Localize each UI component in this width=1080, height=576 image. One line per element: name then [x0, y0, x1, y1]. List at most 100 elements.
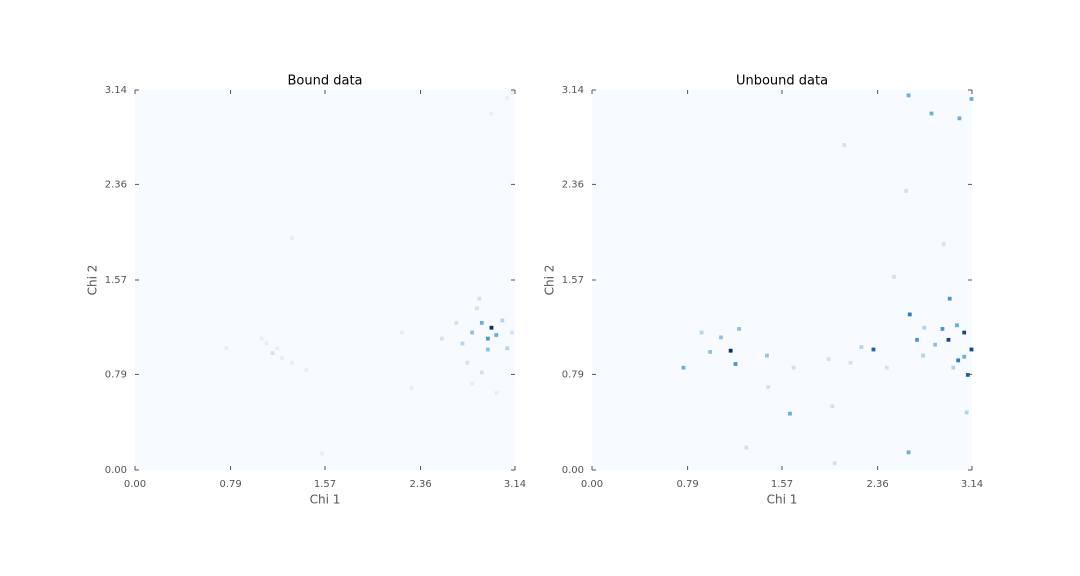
- cell: [304, 368, 309, 372]
- x-tick-label: 2.36: [409, 479, 431, 490]
- cell: [791, 365, 796, 370]
- cell: [940, 327, 945, 331]
- x-tick-label: 1.57: [771, 479, 793, 490]
- cell: [494, 333, 499, 337]
- cell: [280, 356, 285, 360]
- cell: [969, 347, 974, 352]
- cell: [765, 353, 769, 358]
- cell: [510, 91, 514, 95]
- cell: [933, 342, 938, 347]
- cell: [955, 323, 959, 328]
- cell: [957, 116, 962, 121]
- cell: [500, 318, 505, 323]
- x-tick-label: 0.79: [219, 479, 241, 490]
- cell: [681, 365, 686, 370]
- cell: [275, 346, 280, 351]
- cell: [826, 357, 831, 362]
- cell: [289, 236, 294, 241]
- cell: [699, 330, 704, 335]
- cell: [965, 373, 970, 377]
- cell: [744, 445, 749, 450]
- cell: [485, 347, 490, 352]
- plot-background: [135, 90, 515, 470]
- x-tick-label: 2.36: [866, 479, 888, 490]
- y-tick-label: 0.79: [105, 369, 127, 380]
- cell: [460, 341, 465, 346]
- cell: [470, 381, 475, 386]
- cell: [871, 347, 876, 352]
- cell: [475, 306, 479, 311]
- cell: [270, 351, 275, 356]
- cell: [439, 336, 444, 341]
- x-axis-label: Chi 1: [767, 493, 798, 507]
- x-tick-label: 1.57: [314, 479, 336, 490]
- cell: [479, 370, 484, 375]
- cell: [485, 336, 490, 341]
- y-tick-label: 2.36: [105, 179, 127, 190]
- cell: [733, 362, 738, 366]
- cell: [788, 411, 792, 416]
- cell: [962, 330, 967, 335]
- cell: [259, 336, 264, 341]
- cell: [400, 330, 404, 335]
- chart-title: Unbound data: [736, 74, 828, 89]
- cell: [848, 360, 853, 365]
- cell: [489, 325, 494, 330]
- x-axis-label: Chi 1: [310, 493, 341, 507]
- cell: [906, 450, 911, 455]
- cell: [728, 348, 733, 353]
- cell: [969, 97, 974, 101]
- y-tick-label: 2.36: [562, 179, 584, 190]
- cell: [465, 360, 470, 365]
- x-tick-label: 0.00: [124, 479, 146, 490]
- cell: [494, 391, 499, 395]
- cell: [929, 111, 934, 116]
- cell: [454, 320, 459, 325]
- cell: [479, 320, 484, 325]
- cell: [842, 143, 847, 147]
- cell: [962, 354, 967, 359]
- cell: [907, 312, 912, 317]
- y-tick-label: 1.57: [105, 275, 127, 286]
- plot-background: [592, 90, 972, 470]
- cell: [708, 350, 712, 354]
- y-tick-label: 3.14: [105, 85, 127, 96]
- cell: [915, 337, 919, 342]
- cell: [505, 346, 510, 351]
- cell: [489, 111, 494, 116]
- chart-title: Bound data: [287, 74, 362, 89]
- cell: [719, 335, 723, 340]
- cell: [956, 358, 961, 363]
- x-tick-label: 0.79: [676, 479, 698, 490]
- cell: [859, 345, 864, 349]
- x-tick-label: 0.00: [581, 479, 603, 490]
- y-axis-label: Chi 2: [543, 265, 557, 296]
- cell: [505, 95, 510, 100]
- cell: [964, 410, 969, 415]
- cell: [264, 341, 269, 346]
- cell: [906, 93, 911, 98]
- cell: [947, 296, 952, 301]
- x-tick-label: 3.14: [504, 479, 526, 490]
- cell: [224, 346, 229, 351]
- y-tick-label: 0.00: [105, 465, 127, 476]
- y-tick-label: 0.00: [562, 465, 584, 476]
- cell: [766, 385, 771, 389]
- cell: [904, 189, 909, 193]
- cell: [477, 296, 482, 301]
- cell: [946, 337, 951, 342]
- cell: [941, 242, 946, 247]
- y-tick-label: 3.14: [562, 85, 584, 96]
- cell: [409, 386, 414, 391]
- cell: [830, 404, 835, 409]
- cell: [289, 360, 294, 365]
- y-axis-label: Chi 2: [86, 265, 100, 296]
- y-tick-label: 1.57: [562, 275, 584, 286]
- y-tick-label: 0.79: [562, 369, 584, 380]
- x-tick-label: 3.14: [961, 479, 983, 490]
- cell: [737, 327, 742, 331]
- cell: [921, 353, 925, 358]
- cell: [470, 330, 475, 335]
